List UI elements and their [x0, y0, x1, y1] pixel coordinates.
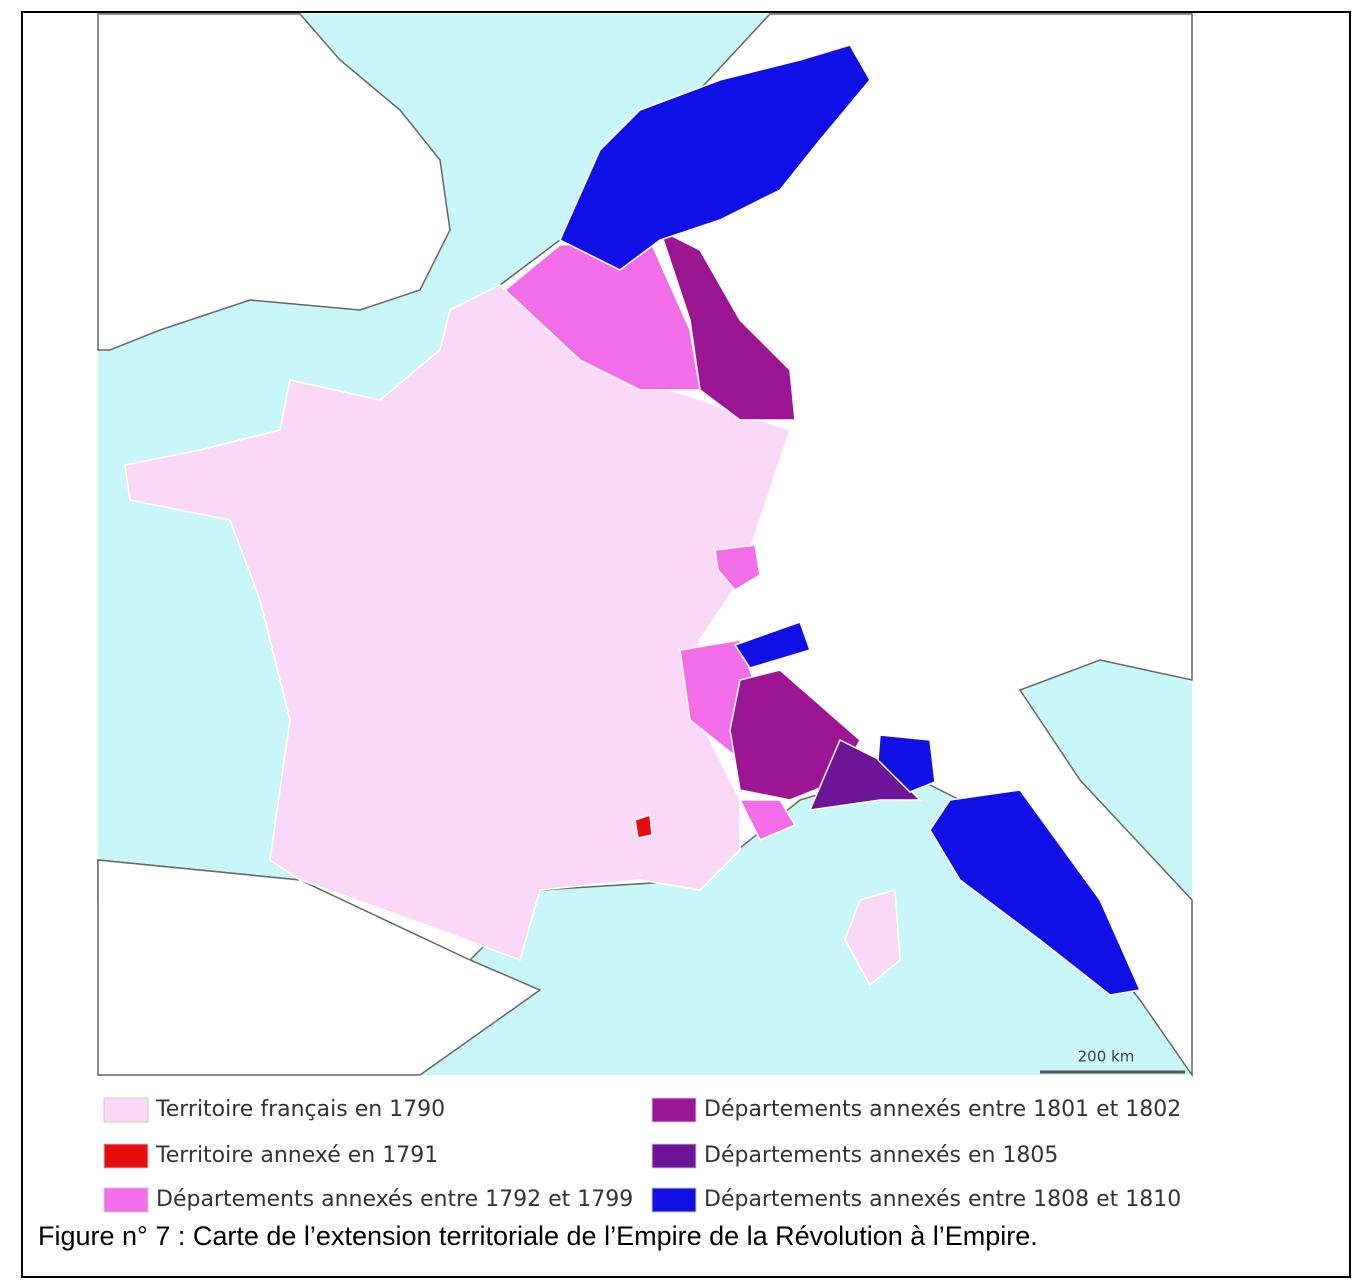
legend-label: Territoire annexé en 1791: [155, 1143, 438, 1168]
mulhouse: [714, 544, 761, 591]
legend-label: Territoire français en 1790: [155, 1097, 445, 1122]
legend-label: Départements annexés entre 1801 et 1802: [704, 1097, 1181, 1122]
legend-swatch: [651, 1187, 697, 1213]
legend-swatch: [103, 1097, 149, 1123]
netherlands: [559, 44, 871, 271]
legend: Territoire français en 1790 Territoire an…: [103, 1097, 1181, 1213]
liguria: [808, 738, 922, 811]
legend-label: Départements annexés entre 1808 et 1810: [704, 1187, 1181, 1212]
legend-swatch: [651, 1143, 697, 1169]
parma: [877, 734, 936, 793]
tuscany-rome: [929, 789, 1142, 996]
nice: [738, 799, 797, 841]
legend-label: Départements annexés entre 1792 et 1799: [156, 1187, 633, 1212]
rhineland: [658, 228, 796, 421]
map: 200 km: [97, 13, 1193, 1078]
caption: Figure n° 7 : Carte de l’extension terri…: [38, 1221, 1038, 1251]
corsica: [844, 889, 901, 987]
legend-swatch: [651, 1097, 697, 1123]
britain: [97, 13, 451, 351]
avignon: [634, 813, 653, 839]
geneva: [733, 621, 811, 669]
scale-label: 200 km: [1078, 1048, 1135, 1066]
legend-label: Départements annexés en 1805: [704, 1143, 1058, 1168]
legend-swatch: [103, 1187, 149, 1213]
frame: [21, 11, 1351, 1278]
legend-swatch: [103, 1143, 149, 1169]
